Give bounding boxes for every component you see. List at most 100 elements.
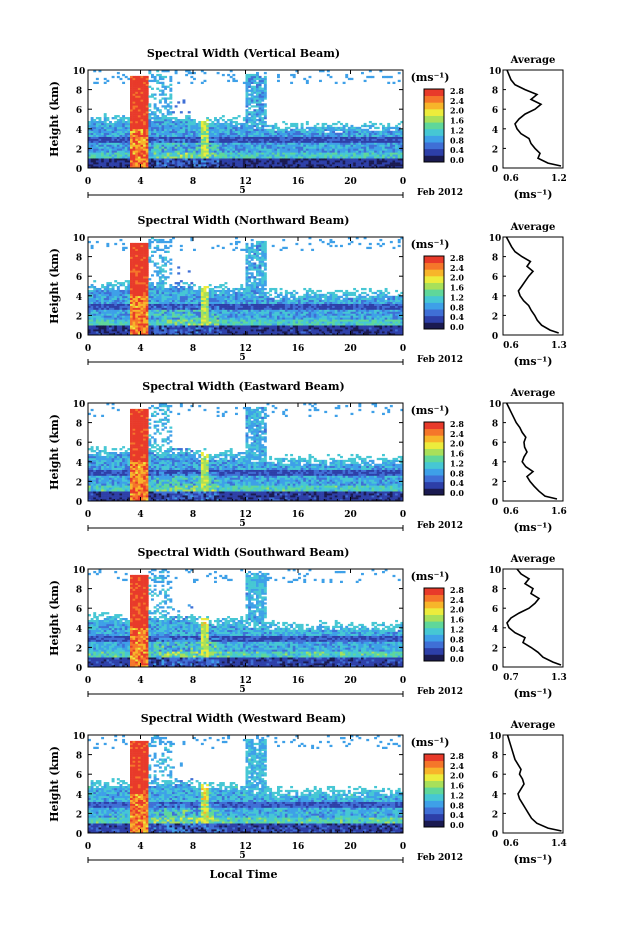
heatmap-cell [96, 290, 99, 292]
heatmap-cell [169, 331, 172, 333]
heatmap-cell [246, 74, 249, 76]
heatmap-cell [267, 156, 270, 158]
heatmap-cell [127, 160, 130, 162]
heatmap-cell [172, 121, 175, 123]
heatmap-cell [272, 152, 275, 154]
heatmap-cell [151, 300, 154, 302]
heatmap-cell [253, 148, 256, 150]
heatmap-cell [319, 139, 322, 141]
heatmap-cell [141, 80, 144, 82]
heatmap-cell [343, 156, 346, 158]
heatmap-cell [99, 290, 102, 292]
y-tick-label: 10 [73, 67, 86, 77]
heatmap-cell [385, 156, 388, 158]
heatmap-cell [143, 109, 146, 111]
heatmap-cell [135, 154, 138, 156]
heatmap-cell [156, 302, 159, 304]
heatmap-cell [154, 129, 157, 131]
heatmap-cell [330, 164, 333, 166]
heatmap-cell [138, 144, 141, 146]
heatmap-cell [324, 158, 327, 160]
heatmap-cell [167, 306, 170, 308]
heatmap-cell [164, 304, 167, 306]
heatmap-cell [169, 296, 172, 298]
heatmap-cell [206, 117, 209, 119]
heatmap-cell [353, 131, 356, 133]
heatmap-cell [395, 150, 398, 152]
heatmap-cell [109, 162, 112, 164]
heatmap-cell [280, 131, 283, 133]
heatmap-cell [306, 164, 309, 166]
heatmap-cell [141, 284, 144, 286]
heatmap-cell [324, 143, 327, 145]
heatmap-cell [135, 137, 138, 139]
heatmap-cell [204, 125, 207, 127]
heatmap-cell [130, 131, 133, 133]
heatmap-cell [193, 127, 196, 129]
heatmap-cell [135, 131, 138, 133]
heatmap-cell [361, 129, 364, 131]
heatmap-cell [148, 284, 151, 286]
heatmap-cell [385, 76, 388, 78]
heatmap-cell [222, 164, 225, 166]
heatmap-cell [164, 282, 167, 284]
heatmap-cell [393, 162, 396, 164]
heatmap-cell [209, 162, 212, 164]
heatmap-cell [209, 317, 212, 319]
heatmap-cell [243, 135, 246, 137]
heatmap-cell [135, 95, 138, 97]
heatmap-cell [117, 331, 120, 333]
heatmap-cell [146, 133, 149, 135]
heatmap-cell [135, 133, 138, 135]
heatmap-cell [369, 164, 372, 166]
heatmap-cell [183, 125, 186, 127]
heatmap-cell [130, 262, 133, 264]
heatmap-cell [146, 129, 149, 131]
heatmap-cell [366, 139, 369, 141]
heatmap-cell [185, 331, 188, 333]
heatmap-cell [361, 158, 364, 160]
heatmap-cell [106, 315, 109, 317]
heatmap-cell [146, 115, 149, 117]
heatmap-cell [138, 82, 141, 84]
heatmap-cell [246, 78, 249, 80]
heatmap-cell [146, 247, 149, 249]
heatmap-cell [293, 133, 296, 135]
heatmap-cell [190, 319, 193, 321]
heatmap-cell [337, 150, 340, 152]
heatmap-cell [117, 125, 120, 127]
heatmap-cell [169, 88, 172, 90]
heatmap-cell [143, 315, 146, 317]
heatmap-cell [112, 162, 115, 164]
heatmap-cell [185, 160, 188, 162]
heatmap-cell [151, 261, 154, 263]
heatmap-cell [104, 290, 107, 292]
heatmap-cell [324, 156, 327, 158]
heatmap-cell [387, 131, 390, 133]
heatmap-cell [248, 99, 251, 101]
heatmap-cell [232, 162, 235, 164]
heatmap-cell [138, 272, 141, 274]
heatmap-cell [148, 292, 151, 294]
heatmap-cell [91, 143, 94, 145]
heatmap-cell [162, 78, 165, 80]
heatmap-cell [227, 133, 230, 135]
y-axis-label: Height (km) [48, 81, 61, 157]
heatmap-cell [164, 119, 167, 121]
heatmap-cell [106, 294, 109, 296]
heatmap-cell [127, 125, 130, 127]
heatmap-cell [356, 127, 359, 129]
heatmap-cell [175, 160, 178, 162]
heatmap-cell [206, 325, 209, 327]
heatmap-cell [167, 125, 170, 127]
heatmap-cell [267, 146, 270, 148]
heatmap-cell [264, 84, 267, 86]
heatmap-cell [190, 76, 193, 78]
heatmap-cell [125, 304, 128, 306]
heatmap-cell [246, 109, 249, 111]
heatmap-cell [190, 310, 193, 312]
heatmap-cell [193, 121, 196, 123]
heatmap-cell [159, 329, 162, 331]
heatmap-cell [345, 156, 348, 158]
heatmap-cell [345, 76, 348, 78]
